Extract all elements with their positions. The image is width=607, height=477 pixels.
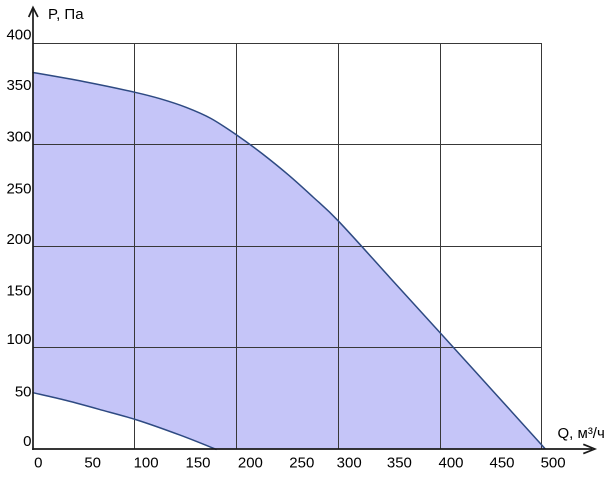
svg-text:Q, м³/ч: Q, м³/ч [558, 425, 605, 442]
svg-text:300: 300 [6, 129, 31, 146]
svg-text:350: 350 [6, 77, 31, 94]
svg-text:0: 0 [34, 455, 42, 472]
svg-text:200: 200 [238, 455, 263, 472]
svg-text:250: 250 [6, 180, 31, 197]
svg-text:100: 100 [6, 331, 31, 348]
svg-text:500: 500 [541, 455, 566, 472]
svg-text:150: 150 [6, 282, 31, 299]
svg-text:450: 450 [489, 455, 514, 472]
svg-text:400: 400 [6, 26, 31, 43]
svg-text:150: 150 [185, 455, 210, 472]
svg-text:300: 300 [337, 455, 362, 472]
svg-text:0: 0 [23, 433, 31, 450]
svg-text:250: 250 [289, 455, 314, 472]
svg-text:100: 100 [134, 455, 159, 472]
svg-text:400: 400 [438, 455, 463, 472]
svg-text:50: 50 [84, 455, 101, 472]
svg-text:200: 200 [6, 231, 31, 248]
svg-text:50: 50 [15, 384, 32, 401]
svg-text:350: 350 [387, 455, 412, 472]
svg-text:P, Па: P, Па [48, 6, 84, 23]
